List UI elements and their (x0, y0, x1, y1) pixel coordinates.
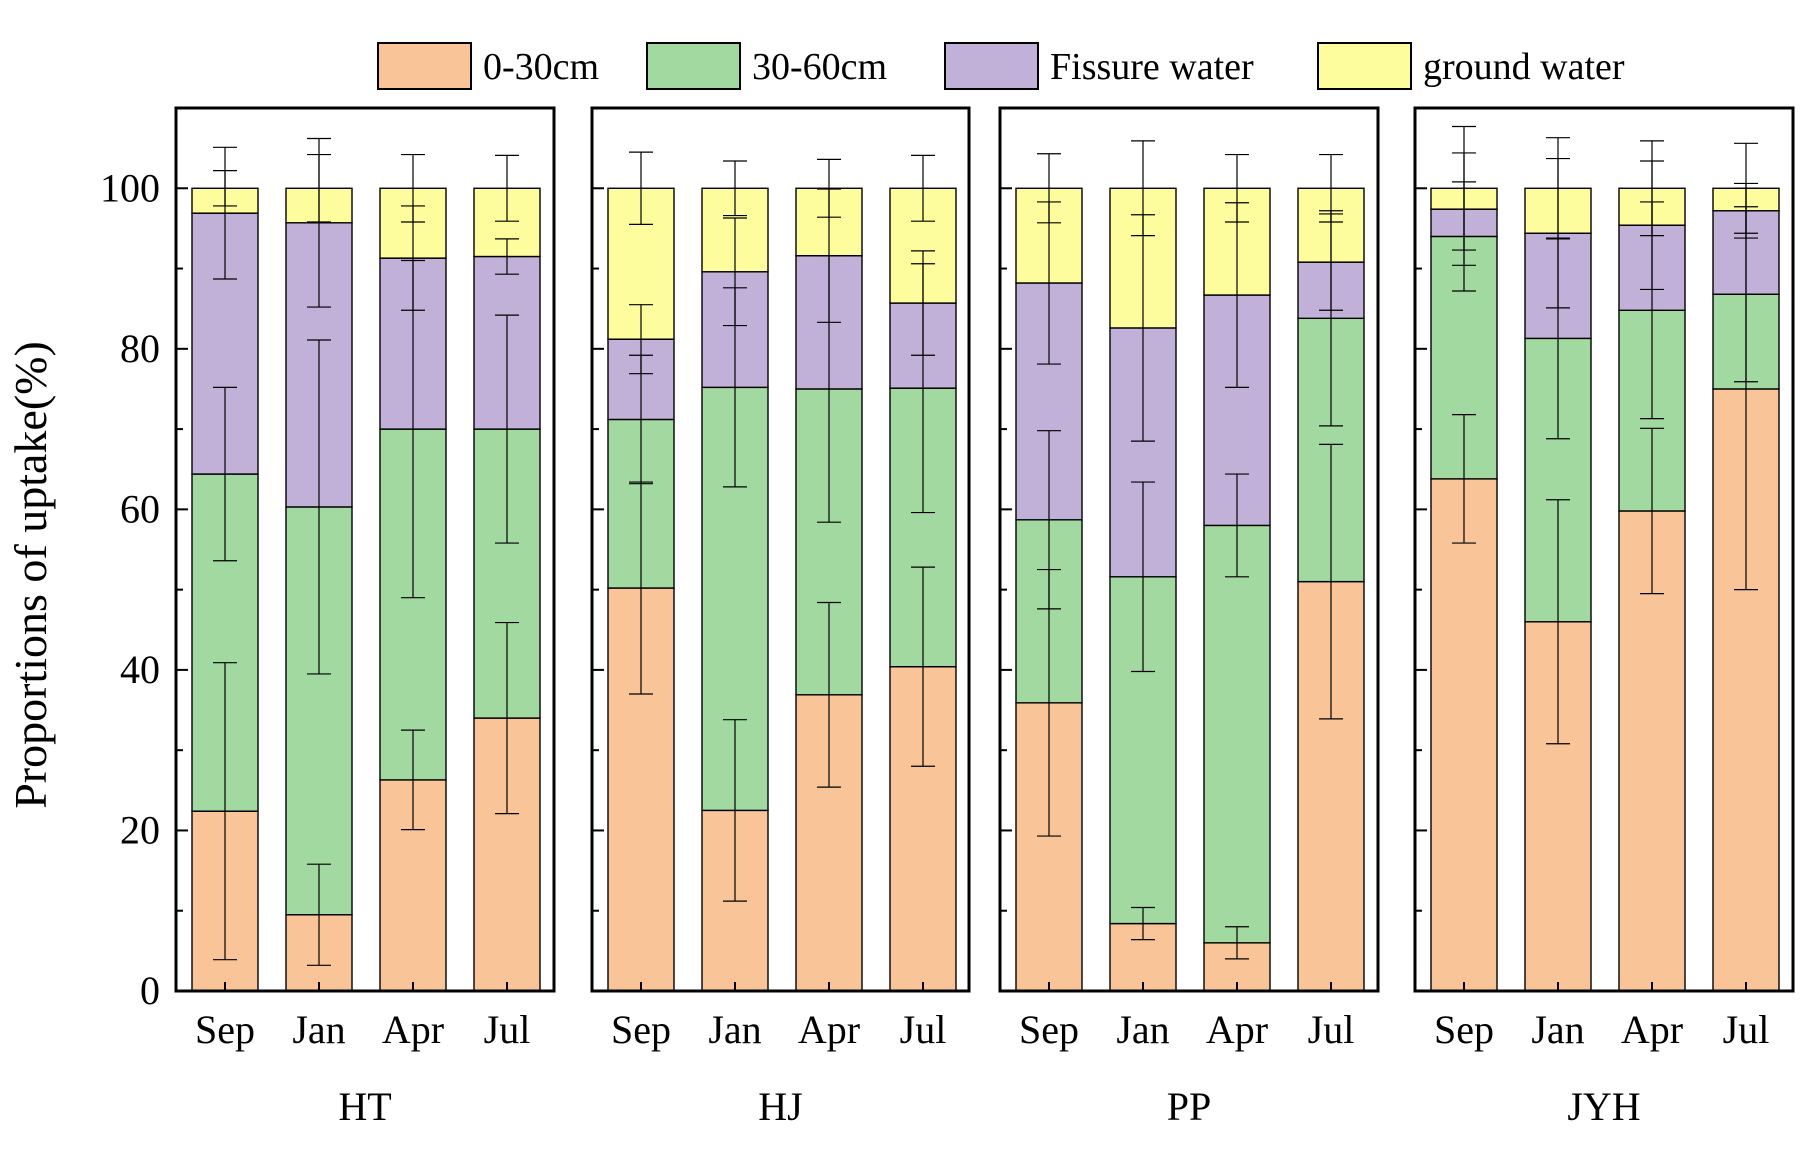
panel-pp: Sep Jan Apr Jul PP (998, 106, 1380, 1129)
panel-hj: Sep Jan Apr Jul HJ (590, 106, 971, 1129)
group-label: JYH (1567, 1084, 1640, 1129)
y-tick-label: 0 (140, 968, 160, 1013)
legend-label: Fissure water (1050, 46, 1254, 88)
bar-segment-pp-apr-30-60cm (1203, 524, 1271, 944)
legend-swatch-0-30cm (377, 42, 472, 90)
y-tick-label: 20 (120, 807, 160, 852)
panel-ht: Sep Jan Apr Jul HT (174, 106, 556, 1129)
panel-jyh: Sep Jan Apr Jul JYH (1413, 106, 1795, 1129)
category-label: Jul (1308, 1007, 1355, 1052)
panel-frame (174, 106, 556, 993)
legend-swatch-fissure-water (944, 42, 1039, 90)
category-label: Apr (382, 1007, 444, 1052)
legend-label: 30-60cm (752, 46, 887, 88)
panel-frame (590, 106, 971, 993)
legend-swatch-30-60cm (646, 42, 741, 90)
y-axis-labels: 0 20 40 60 80 100 (100, 165, 160, 1013)
legend-label: ground water (1423, 46, 1625, 88)
chart-panels: Sep Jan Apr Jul HT Sep Jan Apr Jul HJ Sep Jan Apr Jul… (100, 106, 1795, 1129)
category-label: Apr (1206, 1007, 1268, 1052)
category-label: Sep (195, 1007, 255, 1052)
panel-frame (1413, 106, 1795, 993)
category-label: Sep (1434, 1007, 1494, 1052)
y-tick-label: 60 (120, 486, 160, 531)
group-label: HJ (758, 1084, 802, 1129)
group-label: HT (338, 1084, 391, 1129)
legend-swatch-ground-water (1317, 42, 1412, 90)
category-label: Jan (708, 1007, 761, 1052)
group-label: PP (1167, 1084, 1212, 1129)
category-label: Jul (1723, 1007, 1770, 1052)
y-tick-label: 100 (100, 165, 160, 210)
panel-frame (998, 106, 1380, 993)
category-label: Sep (611, 1007, 671, 1052)
category-label: Jul (900, 1007, 947, 1052)
category-label: Jul (484, 1007, 531, 1052)
category-label: Jan (1531, 1007, 1584, 1052)
category-label: Apr (798, 1007, 860, 1052)
y-tick-label: 80 (120, 326, 160, 371)
legend: 0-30cm 30-60cm Fissure water ground water (377, 42, 1625, 90)
category-label: Apr (1621, 1007, 1683, 1052)
legend-label: 0-30cm (483, 46, 599, 88)
y-tick-label: 40 (120, 647, 160, 692)
y-axis-title: Proportions of uptake(%) (5, 341, 56, 809)
category-label: Sep (1019, 1007, 1079, 1052)
category-label: Jan (292, 1007, 345, 1052)
category-label: Jan (1116, 1007, 1169, 1052)
bar-segment-jyh-sep-0-30cm (1430, 478, 1498, 992)
